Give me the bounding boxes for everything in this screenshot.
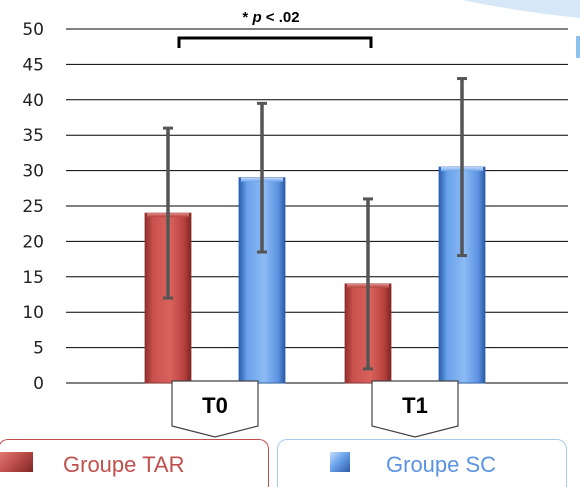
y-tick-label: 0	[33, 374, 44, 394]
legend-swatch-tar	[0, 452, 33, 472]
category-label-t0: T0	[202, 393, 228, 418]
y-tick-label: 35	[22, 126, 44, 146]
corner-decoration	[462, 0, 580, 18]
y-axis-ticks: 0 5 10 15 20 25 30 35 40 45 50	[22, 20, 44, 394]
bars	[144, 166, 486, 384]
legend-label-tar: Groupe TAR	[63, 452, 185, 477]
significance-label: * p < .02	[242, 9, 299, 26]
category-callout-t0: T0	[171, 380, 259, 438]
y-tick-label: 45	[22, 55, 44, 75]
gridlines	[66, 28, 568, 384]
y-tick-label: 40	[22, 91, 44, 111]
legend-item-sc: Groupe SC	[277, 439, 567, 487]
y-tick-label: 10	[22, 303, 44, 323]
y-tick-label: 15	[22, 268, 44, 288]
legend-label-sc: Groupe SC	[386, 452, 497, 477]
category-label-t1: T1	[402, 393, 428, 418]
y-tick-label: 25	[22, 197, 44, 217]
error-bars	[163, 77, 467, 371]
legend-swatch-sc	[330, 452, 350, 472]
y-tick-label: 5	[33, 339, 44, 359]
edge-decoration	[576, 36, 580, 58]
legend-item-tar: Groupe TAR	[0, 439, 269, 487]
significance-bracket	[177, 36, 373, 48]
y-tick-label: 30	[22, 162, 44, 182]
y-tick-label: 50	[22, 20, 44, 40]
y-tick-label: 20	[22, 232, 44, 252]
category-callout-t1: T1	[371, 380, 459, 438]
